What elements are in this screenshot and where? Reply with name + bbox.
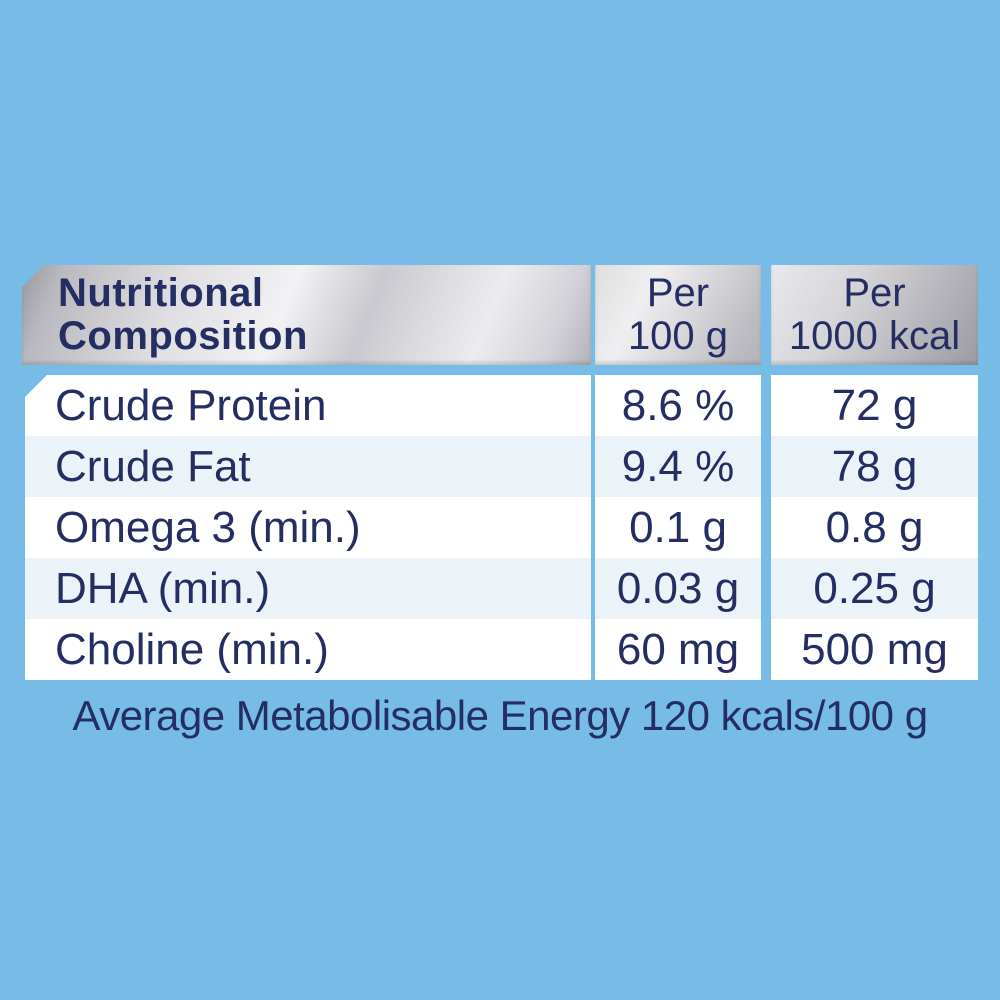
row-label: Choline (min.): [25, 619, 591, 680]
table-row: Choline (min.) 60 mg 500 mg: [0, 619, 1000, 680]
table-title-line2: Composition: [58, 314, 308, 358]
row-label: DHA (min.): [25, 558, 591, 619]
row-label: Crude Protein: [25, 375, 591, 436]
row-value-100g: 8.6 %: [595, 375, 761, 436]
table-row: Crude Protein 8.6 % 72 g: [0, 375, 1000, 436]
row-value-1000kcal: 500 mg: [771, 619, 978, 680]
per-1000kcal-line1: Per: [843, 271, 906, 315]
row-label: Crude Fat: [25, 436, 591, 497]
row-value-1000kcal: 78 g: [771, 436, 978, 497]
row-value-100g: 0.03 g: [595, 558, 761, 619]
table-row: Omega 3 (min.) 0.1 g 0.8 g: [0, 497, 1000, 558]
per-1000kcal-line2: 1000 kcal: [788, 314, 961, 358]
per-100g-line1: Per: [646, 271, 710, 315]
row-value-100g: 0.1 g: [595, 497, 761, 558]
row-label: Omega 3 (min.): [25, 497, 591, 558]
row-value-1000kcal: 0.8 g: [771, 497, 978, 558]
row-value-100g: 9.4 %: [595, 436, 761, 497]
row-value-1000kcal: 72 g: [771, 375, 978, 436]
table-row: Crude Fat 9.4 % 78 g: [0, 436, 1000, 497]
column-header-per-1000kcal: Per 1000 kcal: [771, 265, 978, 365]
per-100g-line2: 100 g: [627, 314, 729, 358]
row-value-1000kcal: 0.25 g: [771, 558, 978, 619]
row-value-100g: 60 mg: [595, 619, 761, 680]
table-row: DHA (min.) 0.03 g 0.25 g: [0, 558, 1000, 619]
table-title-line1: Nutritional: [58, 271, 264, 315]
column-header-per-100g: Per 100 g: [595, 265, 761, 365]
average-metabolisable-energy-text: Average Metabolisable Energy 120 kcals/1…: [72, 692, 928, 739]
table-header-title-cell: Nutritional Composition: [22, 265, 591, 365]
